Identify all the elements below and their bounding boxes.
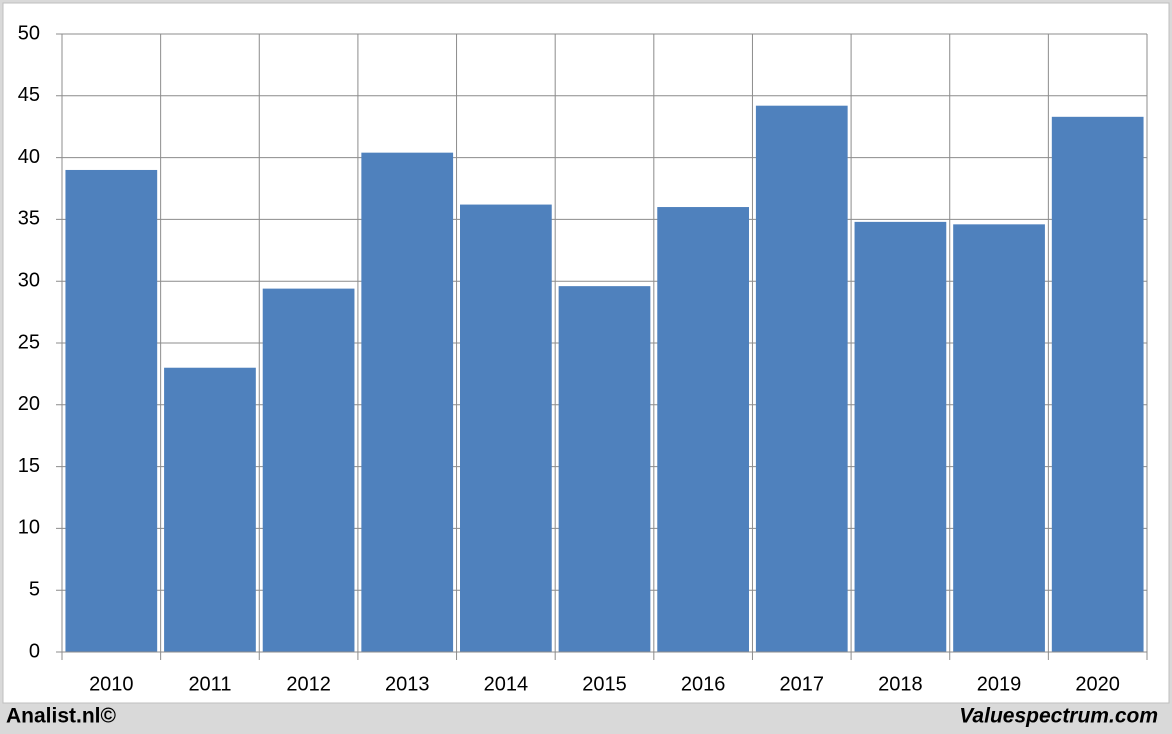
bar <box>262 288 355 652</box>
bar <box>953 224 1045 652</box>
bar <box>755 105 848 653</box>
x-tick-label: 2017 <box>780 673 825 695</box>
bar <box>854 221 947 652</box>
bar <box>657 207 750 653</box>
y-tick-label: 0 <box>29 640 40 662</box>
x-tick-label: 2014 <box>484 673 529 695</box>
x-tick-label: 2012 <box>286 673 331 695</box>
x-tick-label: 2015 <box>582 673 627 695</box>
y-tick-label: 5 <box>29 578 40 600</box>
y-tick-label: 25 <box>18 331 40 353</box>
y-tick-label: 45 <box>18 84 40 106</box>
y-tick-label: 15 <box>18 455 40 477</box>
bar <box>65 169 158 652</box>
footer-right: Valuespectrum.com <box>959 705 1158 728</box>
x-tick-label: 2020 <box>1075 673 1120 695</box>
x-tick-label: 2016 <box>681 673 726 695</box>
x-tick-label: 2010 <box>89 673 134 695</box>
footer-left: Analist.nl© <box>6 705 117 728</box>
x-tick-label: 2011 <box>188 673 231 695</box>
x-tick-label: 2013 <box>385 673 430 695</box>
y-tick-label: 35 <box>18 208 40 230</box>
x-tick-label: 2018 <box>878 673 923 695</box>
bar <box>558 286 651 652</box>
bar <box>164 367 256 652</box>
y-tick-label: 10 <box>18 517 40 539</box>
bar <box>361 152 454 652</box>
y-tick-label: 50 <box>18 22 40 44</box>
bar <box>459 204 552 652</box>
y-tick-label: 30 <box>18 269 40 291</box>
y-tick-label: 20 <box>18 393 40 415</box>
x-tick-label: 2019 <box>977 673 1022 695</box>
bar <box>1051 116 1144 652</box>
y-tick-label: 40 <box>18 146 40 168</box>
